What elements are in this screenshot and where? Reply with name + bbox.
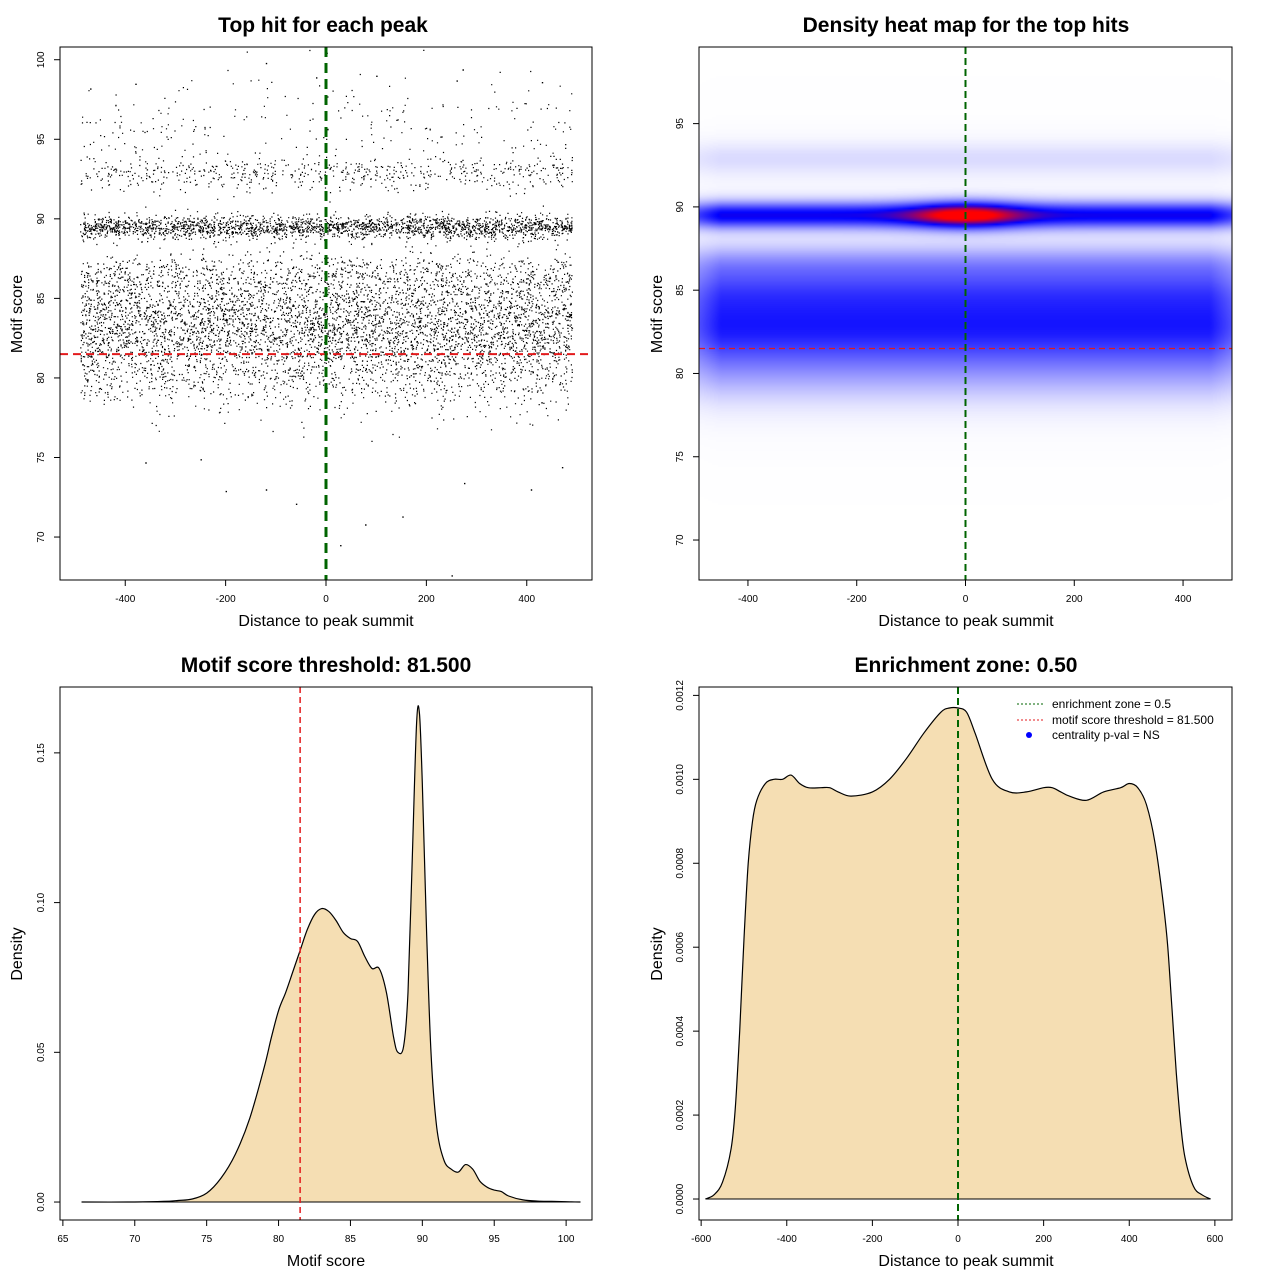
x-tick-label: 100 (558, 1234, 575, 1245)
x-tick-label: -400 (738, 594, 758, 605)
y-tick-label: 0.0000 (675, 1183, 686, 1214)
heatmap-ylabel: Motif score (649, 275, 666, 353)
y-tick-label: 80 (36, 372, 47, 384)
x-tick-label: 80 (273, 1234, 285, 1245)
legend-label-threshold: motif score threshold = 81.500 (1052, 713, 1214, 727)
score-density-ylabel: Density (9, 927, 26, 980)
x-tick-label: 600 (1207, 1234, 1224, 1245)
y-tick-label: 90 (36, 213, 47, 225)
legend-label-centrality: centrality p-val = NS (1052, 728, 1160, 742)
y-tick-label: 0.0002 (675, 1099, 686, 1130)
legend-label-enrichment-zone: enrichment zone = 0.5 (1052, 697, 1171, 711)
y-tick-label: 70 (36, 531, 47, 543)
density-fill (81, 705, 581, 1203)
y-tick-label: 0.00 (36, 1192, 47, 1212)
heatmap-area (699, 47, 1232, 580)
y-tick-label: 0.0004 (675, 1015, 686, 1046)
y-tick-label: 0.0010 (675, 764, 686, 795)
y-tick-label: 0.15 (36, 743, 47, 763)
heatmap-axes: -400 -200 0 200 400 70 75 80 85 90 95 (675, 118, 1192, 605)
x-tick-label: 0 (323, 594, 329, 605)
score-density-panel: Motif score threshold: 81.500 65 70 75 80 85… (9, 654, 593, 1270)
x-tick-label: 90 (417, 1234, 429, 1245)
y-tick-label: 70 (675, 534, 686, 546)
y-tick-label: 95 (675, 118, 686, 130)
x-tick-label: 95 (489, 1234, 501, 1245)
scatter-axes: -400 -200 0 200 400 70 75 80 85 90 95 100 (36, 51, 536, 605)
heatmap-reference-lines (699, 47, 1232, 580)
density-curve (81, 705, 581, 1203)
y-tick-label: 100 (36, 51, 47, 68)
y-tick-label: 0.0012 (675, 680, 686, 711)
y-tick-label: 0.05 (36, 1042, 47, 1062)
x-tick-label: -600 (691, 1234, 711, 1245)
score-density-area (81, 687, 581, 1220)
y-tick-label: 85 (36, 292, 47, 304)
x-tick-label: 65 (57, 1234, 69, 1245)
x-tick-label: 400 (1121, 1234, 1138, 1245)
x-tick-label: 400 (1175, 594, 1192, 605)
y-tick-label: 0.10 (36, 892, 47, 912)
heatmap-xlabel: Distance to peak summit (878, 613, 1054, 630)
scatter-panel: Top hit for each peak -400 -200 0 200 400 70 7… (9, 14, 593, 630)
x-tick-label: 0 (955, 1234, 961, 1245)
x-tick-label: 200 (1066, 594, 1083, 605)
x-tick-label: 85 (345, 1234, 357, 1245)
y-tick-label: 75 (675, 451, 686, 463)
x-tick-label: 200 (418, 594, 435, 605)
x-tick-label: 200 (1035, 1234, 1052, 1245)
legend: enrichment zone = 0.5 motif score thresh… (1017, 697, 1214, 742)
y-tick-label: 80 (675, 367, 686, 379)
x-tick-label: 75 (201, 1234, 213, 1245)
score-density-xlabel: Motif score (287, 1253, 365, 1270)
scatter-point-cloud (80, 49, 574, 577)
distance-density-area (705, 687, 1211, 1220)
score-density-axes: 65 70 75 80 85 90 95 100 0.00 0.05 0.10 0.15 (36, 743, 575, 1245)
heatmap-title: Density heat map for the top hits (803, 14, 1130, 37)
scatter-xlabel: Distance to peak summit (238, 613, 414, 630)
y-tick-label: 0.0006 (675, 931, 686, 962)
x-tick-label: 0 (963, 594, 969, 605)
x-tick-label: -400 (777, 1234, 797, 1245)
y-tick-label: 0.0008 (675, 848, 686, 879)
x-tick-label: -200 (862, 1234, 882, 1245)
x-tick-label: 70 (129, 1234, 141, 1245)
x-tick-label: 400 (518, 594, 535, 605)
x-tick-label: -200 (847, 594, 867, 605)
scatter-points (60, 47, 592, 580)
distance-density-title: Enrichment zone: 0.50 (855, 654, 1078, 677)
x-tick-label: -200 (216, 594, 236, 605)
scatter-title: Top hit for each peak (218, 14, 428, 37)
scatter-ylabel: Motif score (9, 275, 26, 353)
y-tick-label: 90 (675, 201, 686, 213)
density-curve (705, 706, 1211, 1200)
y-tick-label: 85 (675, 284, 686, 296)
distance-density-ylabel: Density (649, 927, 666, 980)
distance-density-axes: -600 -400 -200 0 200 400 600 0.0000 0.0002 0.0004… (675, 680, 1224, 1245)
y-tick-label: 95 (36, 133, 47, 145)
y-tick-label: 75 (36, 451, 47, 463)
score-density-title: Motif score threshold: 81.500 (181, 654, 472, 677)
heatmap-panel: Density heat map for the top hits -400 -2… (649, 14, 1233, 630)
distance-density-xlabel: Distance to peak summit (878, 1253, 1054, 1270)
x-tick-label: -400 (115, 594, 135, 605)
legend-swatch-centrality (1026, 732, 1032, 738)
distance-density-panel: Enrichment zone: 0.50 -600 -400 -200 0 200 40… (649, 654, 1233, 1270)
